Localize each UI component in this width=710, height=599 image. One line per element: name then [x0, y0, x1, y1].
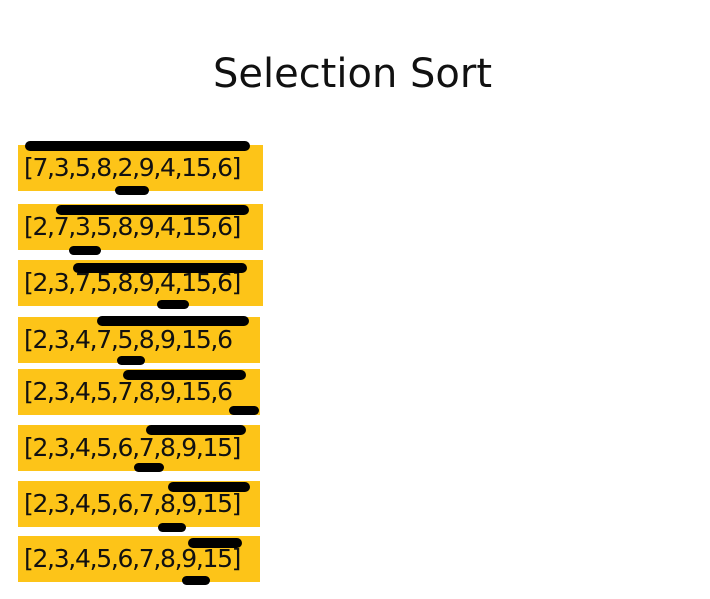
minimum-element-marker	[69, 246, 101, 255]
step-row-background	[18, 145, 263, 191]
step-row-7: [2,3,4,5,6,7,8,9,15]	[18, 481, 260, 527]
unsorted-range-marker	[168, 482, 250, 492]
step-row-8: [2,3,4,5,6,7,8,9,15]	[18, 536, 260, 582]
unsorted-range-marker	[146, 425, 246, 435]
unsorted-range-marker	[25, 141, 250, 151]
minimum-element-marker	[157, 300, 189, 309]
minimum-element-marker	[117, 356, 145, 365]
step-array-text: [2,3,4,5,6,7,8,9,15]	[24, 544, 241, 573]
step-array-text: [2,7,3,5,8,9,4,15,6]	[24, 212, 241, 241]
unsorted-range-marker	[97, 316, 249, 326]
unsorted-range-marker	[188, 538, 242, 548]
minimum-element-marker	[158, 523, 186, 532]
step-array-text: [2,3,4,7,5,8,9,15,6	[24, 325, 233, 354]
diagram-title: Selection Sort	[212, 51, 493, 97]
minimum-element-marker	[182, 576, 210, 585]
unsorted-range-marker	[123, 370, 246, 380]
minimum-element-marker	[115, 186, 149, 195]
step-array-text: [7,3,5,8,2,9,4,15,6]	[24, 153, 241, 182]
minimum-element-marker	[229, 406, 259, 415]
minimum-element-marker	[134, 463, 164, 472]
step-array-text: [2,3,4,5,6,7,8,9,15]	[24, 489, 241, 518]
step-array-text: [2,3,4,5,6,7,8,9,15]	[24, 433, 241, 462]
unsorted-range-marker	[73, 263, 247, 273]
step-row-1: [7,3,5,8,2,9,4,15,6]	[18, 145, 263, 191]
step-array-text: [2,3,4,5,7,8,9,15,6	[24, 377, 233, 406]
unsorted-range-marker	[56, 205, 249, 215]
